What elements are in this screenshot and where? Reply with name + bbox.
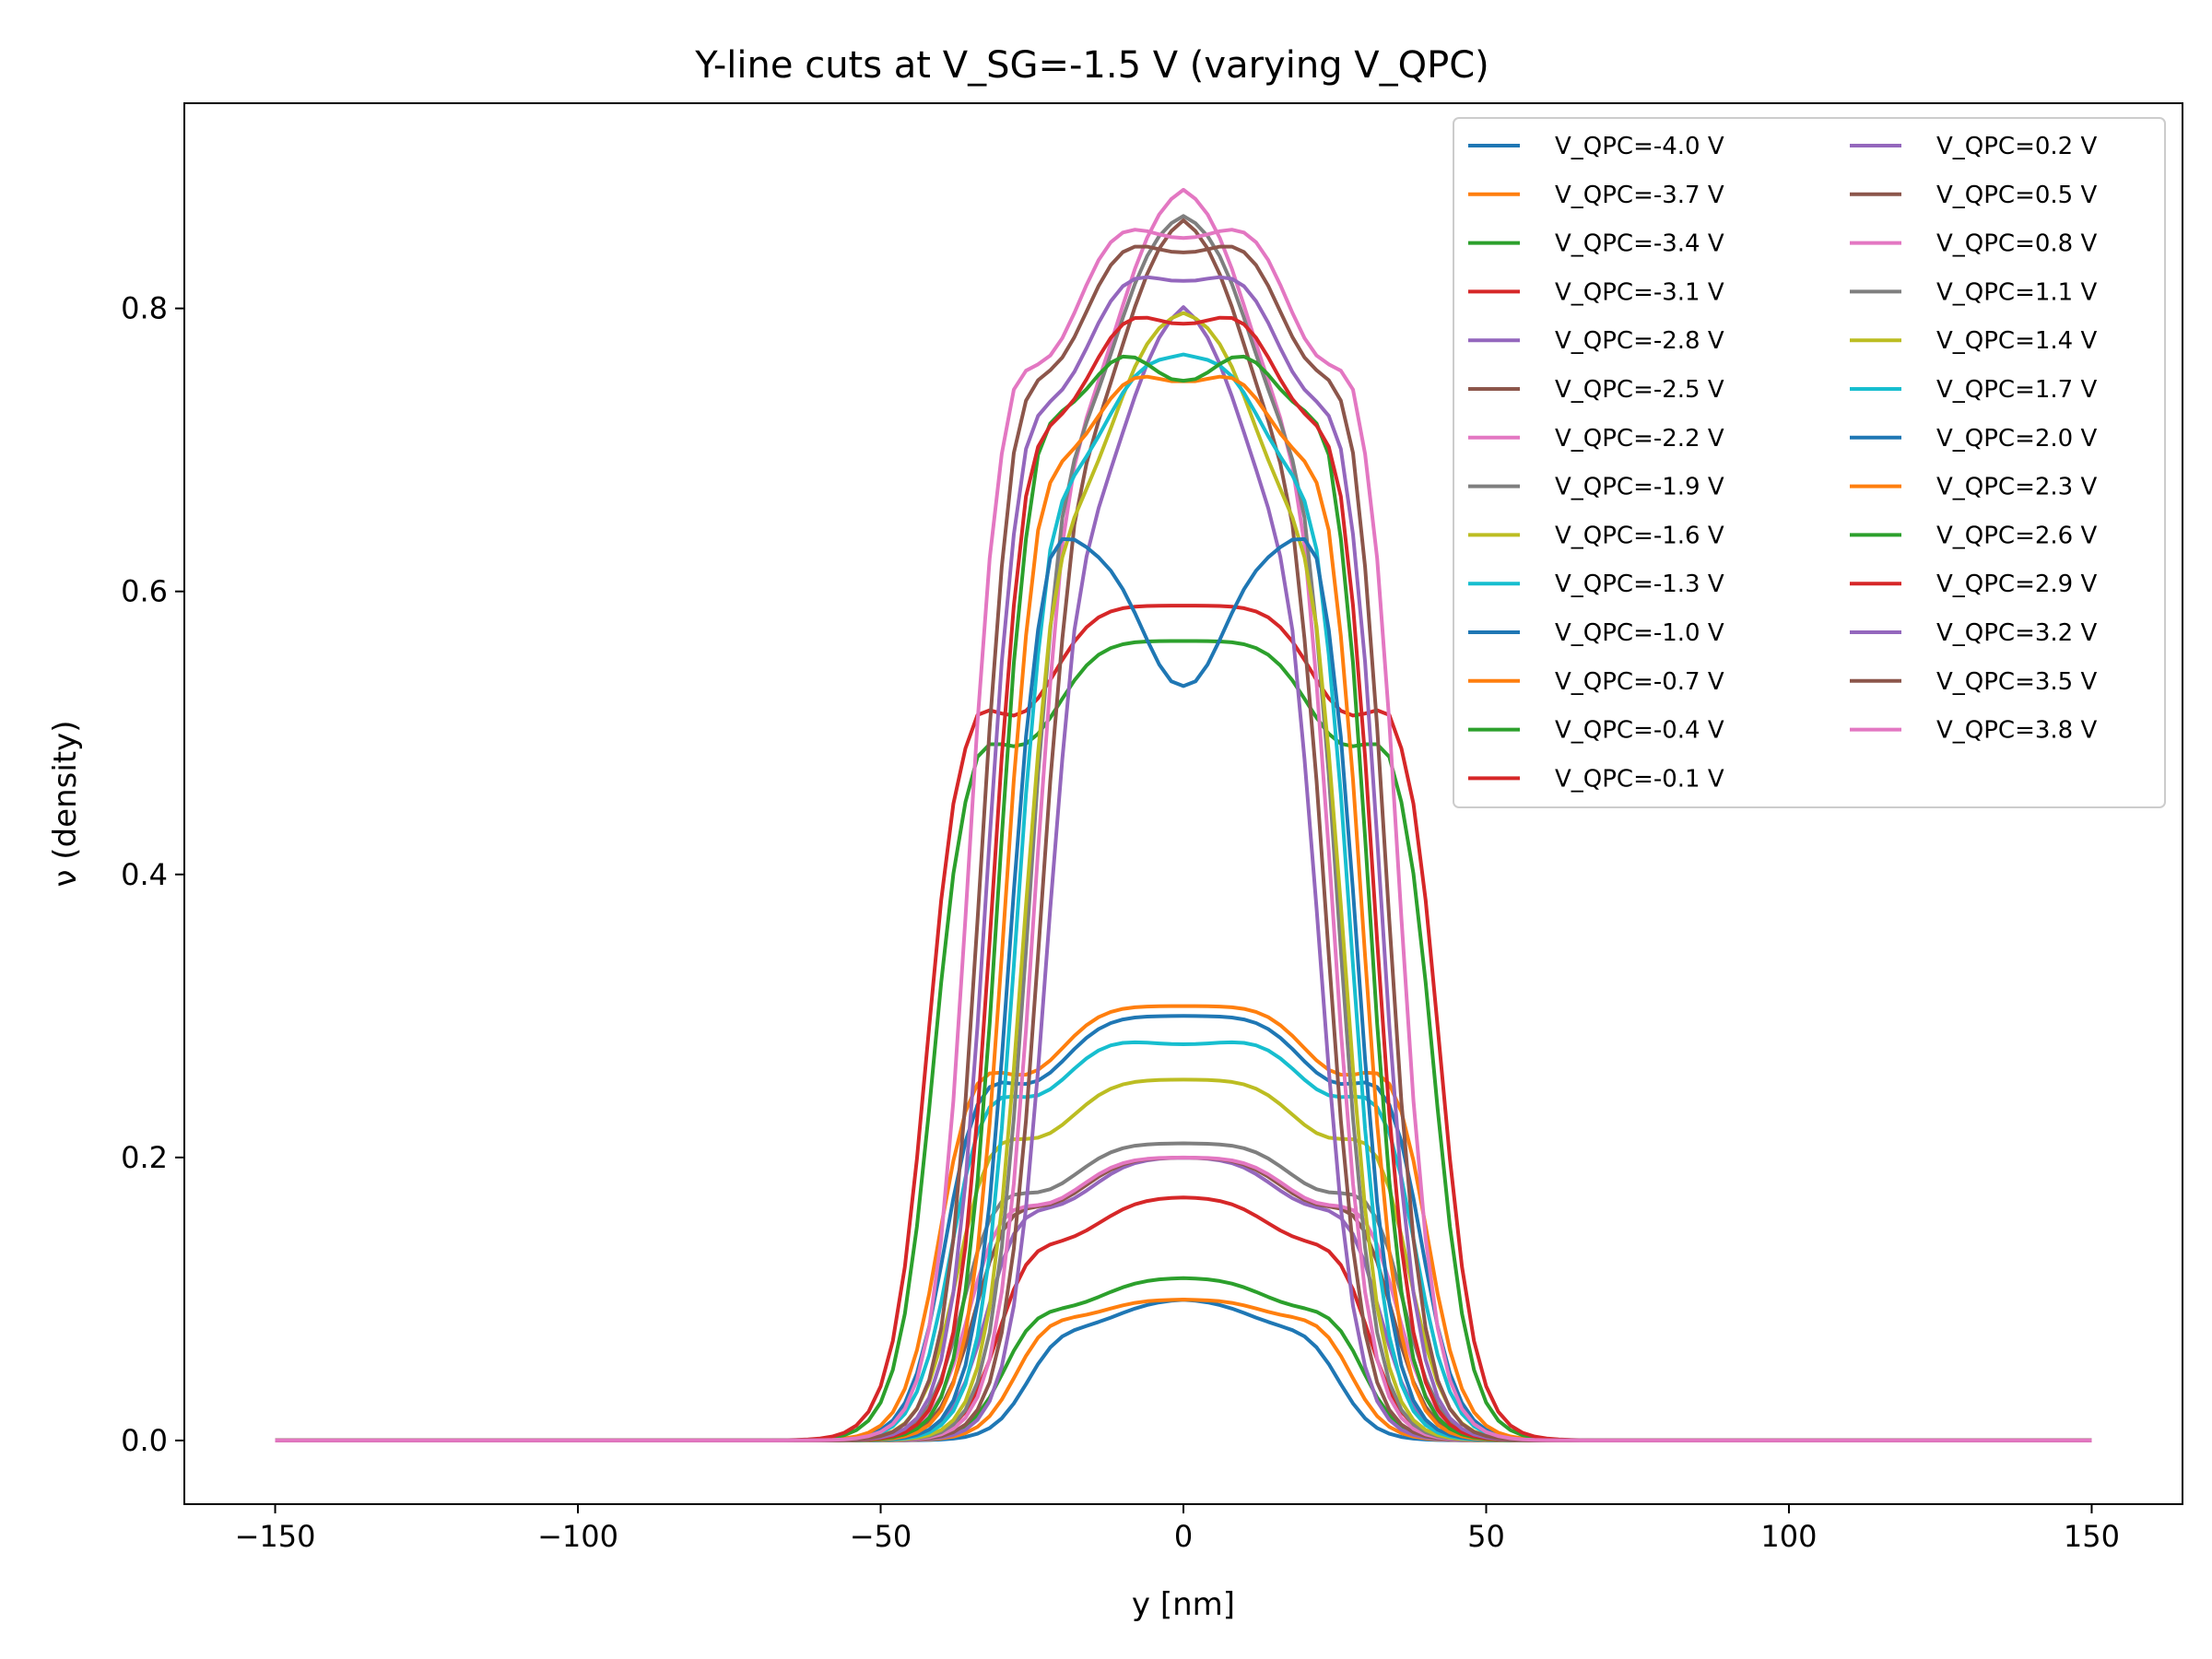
legend-label: V_QPC=-0.4 V [1555,717,1724,745]
legend-label: V_QPC=-3.1 V [1555,278,1724,306]
series-line [275,228,2092,1442]
legend-label: V_QPC=-0.1 V [1555,765,1724,793]
y-axis: 0.0 0.2 0.4 0.6 0.8 [121,291,184,1458]
y-tick-label: 0.4 [121,857,168,892]
legend-frame [1453,117,2166,808]
legend-label: V_QPC=-2.5 V [1555,376,1724,404]
legend-label: V_QPC=-3.4 V [1555,230,1724,258]
x-tick-label: 150 [2064,1519,2120,1554]
series-layer [275,187,2092,1442]
legend-label: V_QPC=-2.8 V [1555,327,1724,355]
x-tick-label: −150 [235,1519,316,1554]
x-tick-label: 0 [1174,1519,1193,1554]
legend-label: V_QPC=0.5 V [1936,182,2097,209]
y-tick-label: 0.2 [121,1140,168,1175]
legend-label: V_QPC=1.7 V [1936,376,2097,404]
legend: V_QPC=-4.0 V V_QPC=-3.7 V V_QPC=-3.4 V V_QP… [1453,117,2166,808]
y-tick-label: 0.8 [121,291,168,326]
legend-label: V_QPC=1.1 V [1936,278,2097,306]
legend-label: V_QPC=2.0 V [1936,425,2097,453]
legend-label: V_QPC=3.2 V [1936,619,2097,647]
legend-label: V_QPC=3.5 V [1936,668,2097,696]
legend-label: V_QPC=-1.0 V [1555,619,1724,647]
legend-label: V_QPC=0.8 V [1936,230,2097,258]
x-axis: −150 −100 −50 0 50 100 150 [235,1504,2120,1554]
x-tick-label: −50 [850,1519,912,1554]
legend-label: V_QPC=-0.7 V [1555,668,1724,696]
x-axis-label: y [nm] [1132,1586,1235,1623]
chart-title: Y-line cuts at V_SG=-1.5 V (varying V_QP… [694,44,1489,87]
legend-label: V_QPC=1.4 V [1936,327,2097,355]
legend-label: V_QPC=3.8 V [1936,717,2097,745]
legend-label: V_QPC=2.6 V [1936,522,2097,549]
x-tick-label: 50 [1467,1519,1505,1554]
y-axis-label: ν (density) [47,721,84,888]
legend-label: V_QPC=-2.2 V [1555,425,1724,453]
x-tick-label: −100 [537,1519,618,1554]
y-tick-label: 0.0 [121,1423,168,1458]
x-tick-label: 100 [1760,1519,1817,1554]
legend-label: V_QPC=0.2 V [1936,133,2097,160]
y-tick-label: 0.6 [121,574,168,609]
legend-label: V_QPC=-1.6 V [1555,522,1724,549]
legend-label: V_QPC=-3.7 V [1555,182,1724,209]
legend-label: V_QPC=-4.0 V [1555,133,1724,160]
legend-label: V_QPC=-1.3 V [1555,571,1724,598]
legend-label: V_QPC=2.9 V [1936,571,2097,598]
legend-label: V_QPC=2.3 V [1936,474,2097,501]
legend-label: V_QPC=-1.9 V [1555,474,1724,501]
